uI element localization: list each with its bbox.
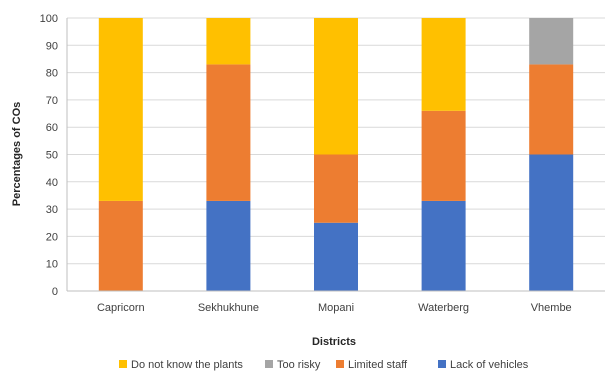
legend-label-too-risky: Too risky <box>277 359 321 371</box>
x-tick-label-mopani: Mopani <box>318 302 354 314</box>
bar-waterberg-do-not-know-the-plants <box>421 18 466 111</box>
bar-capricorn-do-not-know-the-plants <box>98 18 143 201</box>
bar-vhembe-lack-of-vehicles <box>529 154 574 291</box>
legend-swatch-do-not-know-the-plants <box>119 360 127 368</box>
y-tick-label-50: 50 <box>46 150 58 162</box>
y-tick-label-60: 60 <box>46 122 58 134</box>
legend-label-limited-staff: Limited staff <box>348 359 408 371</box>
y-axis-title: Percentages of COs <box>11 102 23 207</box>
y-tick-label-100: 100 <box>40 13 58 25</box>
x-axis-title: Districts <box>312 336 356 348</box>
y-tick-label-90: 90 <box>46 40 58 52</box>
legend-label-do-not-know-the-plants: Do not know the plants <box>131 359 243 371</box>
x-tick-label-sekhukhune: Sekhukhune <box>198 302 259 314</box>
y-tick-label-0: 0 <box>52 286 58 298</box>
bar-mopani-do-not-know-the-plants <box>314 18 358 155</box>
bar-sekhukhune-lack-of-vehicles <box>206 200 251 291</box>
bar-mopani-lack-of-vehicles <box>314 222 358 291</box>
x-tick-label-vhembe: Vhembe <box>531 302 572 314</box>
axes <box>66 18 605 292</box>
y-tick-label-80: 80 <box>46 68 58 80</box>
legend: Do not know the plants Too risky Limited s… <box>119 359 529 371</box>
bar-vhembe-too-risky <box>529 18 574 65</box>
legend-swatch-limited-staff <box>336 360 344 368</box>
bar-sekhukhune-limited-staff <box>206 64 251 201</box>
y-tick-label-10: 10 <box>46 259 58 271</box>
legend-swatch-lack-of-vehicles <box>438 360 446 368</box>
bar-waterberg-limited-staff <box>421 110 466 201</box>
x-tick-label-waterberg: Waterberg <box>418 302 469 314</box>
legend-label-lack-of-vehicles: Lack of vehicles <box>450 359 529 371</box>
y-tick-label-20: 20 <box>46 231 58 243</box>
y-tick-labels: 0 10 20 30 40 50 60 70 80 90 100 <box>40 13 58 298</box>
bar-capricorn-limited-staff <box>98 200 143 291</box>
y-tick-label-70: 70 <box>46 95 58 107</box>
y-tick-label-40: 40 <box>46 177 58 189</box>
x-tick-labels: Capricorn Sekhukhune Mopani Waterberg Vhembe <box>97 302 572 314</box>
bar-vhembe-limited-staff <box>529 64 574 155</box>
legend-swatch-too-risky <box>265 360 273 368</box>
bars <box>98 18 574 291</box>
bar-sekhukhune-do-not-know-the-plants <box>206 18 251 65</box>
bar-mopani-limited-staff <box>314 154 358 223</box>
y-tick-label-30: 30 <box>46 204 58 216</box>
x-tick-label-capricorn: Capricorn <box>97 302 145 314</box>
bar-waterberg-lack-of-vehicles <box>421 200 466 291</box>
